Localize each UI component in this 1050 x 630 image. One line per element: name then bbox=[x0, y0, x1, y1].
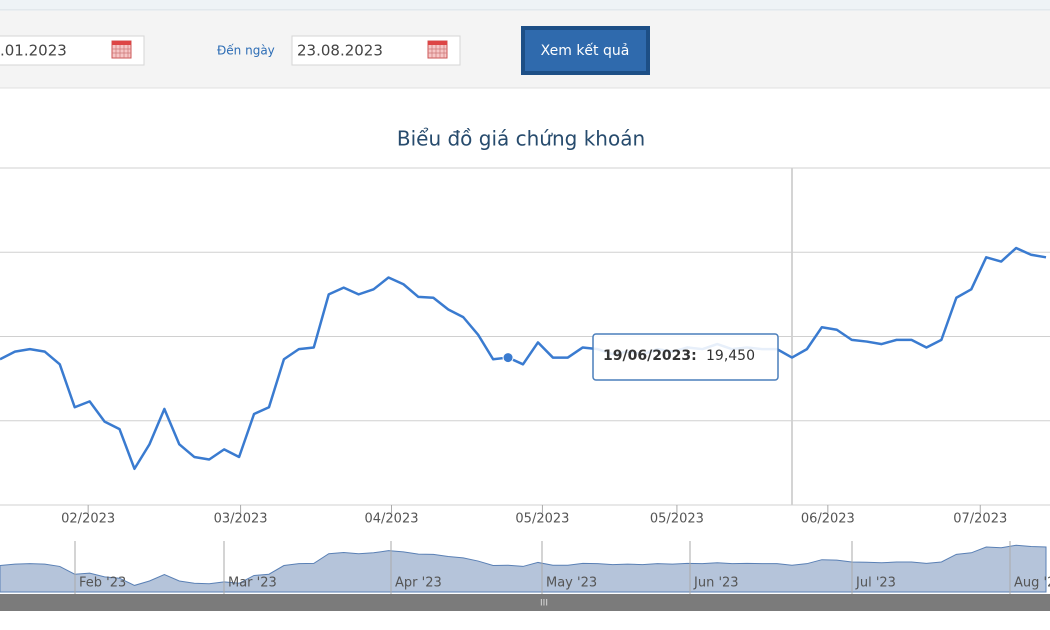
hover-point bbox=[502, 352, 514, 364]
price-line bbox=[0, 246, 1047, 471]
navigator-label: Apr '23 bbox=[395, 576, 442, 591]
navigator-label: Aug '23 bbox=[1014, 576, 1050, 591]
x-tick-label: 03/2023 bbox=[214, 512, 268, 527]
submit-face bbox=[525, 30, 646, 71]
tooltip-value: 19,450 bbox=[706, 348, 755, 364]
chart-title: Biểu đồ giá chứng khoán bbox=[397, 127, 645, 151]
scrollbar[interactable] bbox=[0, 594, 1050, 611]
submit-label: Xem kết quả bbox=[541, 42, 630, 59]
navigator-label: May '23 bbox=[546, 576, 597, 591]
x-tick-label: 07/2023 bbox=[953, 512, 1007, 527]
x-tick-label: 02/2023 bbox=[61, 512, 115, 527]
calendar-icon[interactable] bbox=[427, 40, 448, 59]
tooltip-box bbox=[592, 333, 779, 381]
navigator-label: Jul '23 bbox=[855, 576, 896, 591]
to-date: 23.08.2023 bbox=[297, 42, 383, 60]
x-tick-label: 05/2023 bbox=[515, 512, 569, 527]
x-tick-label: 06/2023 bbox=[801, 512, 855, 527]
scrollbar-grip[interactable]: III bbox=[540, 599, 548, 609]
tooltip-date: 19/06/2023: bbox=[603, 348, 697, 364]
calendar-icon[interactable] bbox=[111, 40, 132, 59]
to-label: Đến ngày bbox=[217, 44, 275, 58]
x-tick-label: 04/2023 bbox=[364, 512, 418, 527]
navigator-area bbox=[0, 544, 1047, 593]
x-tick-label: 05/2023 bbox=[650, 512, 704, 527]
top-bar bbox=[0, 0, 1050, 10]
from-date: .01.2023 bbox=[0, 42, 67, 60]
navigator-label: Feb '23 bbox=[79, 576, 126, 591]
navigator-label: Mar '23 bbox=[228, 576, 277, 591]
navigator-label: Jun '23 bbox=[693, 576, 739, 591]
